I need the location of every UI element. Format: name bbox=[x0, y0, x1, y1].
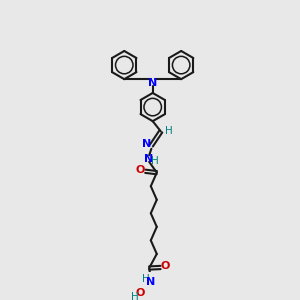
Text: N: N bbox=[142, 139, 151, 149]
Text: N: N bbox=[144, 154, 153, 164]
Text: H: H bbox=[142, 274, 149, 284]
Text: O: O bbox=[136, 165, 145, 175]
Text: H: H bbox=[165, 126, 173, 136]
Text: H: H bbox=[151, 156, 159, 166]
Text: O: O bbox=[161, 261, 170, 272]
Text: H: H bbox=[131, 292, 138, 300]
Text: N: N bbox=[148, 78, 157, 88]
Text: O: O bbox=[136, 289, 145, 298]
Text: N: N bbox=[146, 277, 155, 286]
